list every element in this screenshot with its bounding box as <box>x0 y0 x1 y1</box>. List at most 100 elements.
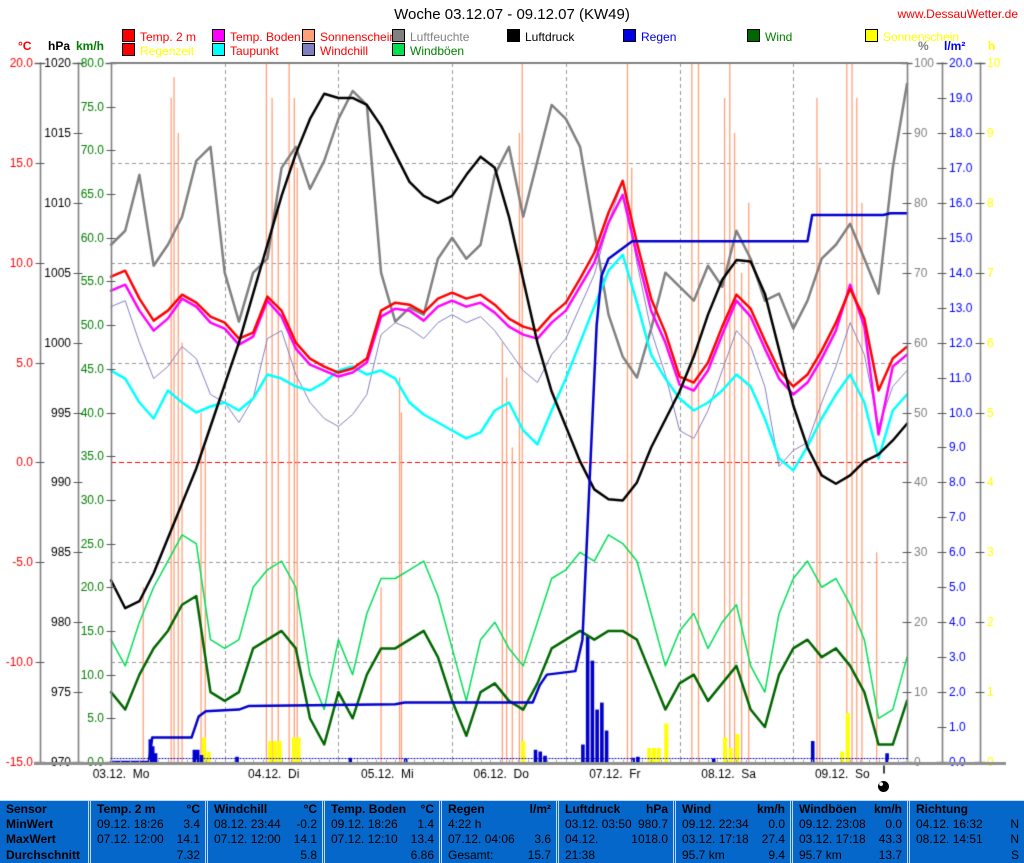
legend-item-luftdruck: Luftdruck <box>507 29 574 44</box>
table-col-richtung: Richtung 04.12. 16:32 N 08.12. 14:51 N S <box>907 801 1024 863</box>
legend-swatch-icon <box>865 29 878 42</box>
table-cell-value: 15.7 <box>527 847 551 862</box>
table-cell-row: 04.12. 16:32 N <box>916 817 1019 832</box>
table-cell-row: 4:22 h <box>448 817 551 832</box>
table-cell-text: 04.12. 16:32 <box>916 817 983 832</box>
table-cell-value: N <box>1010 832 1019 847</box>
legend-swatch-icon <box>122 29 135 42</box>
table-cell-text: 03.12. 17:18 <box>682 832 749 847</box>
table-cell-row: 6.86 <box>331 848 434 863</box>
table-cell-text: 95.7 km <box>799 847 842 862</box>
table-cell-row: Temp. 2 m °C <box>97 802 200 817</box>
axis-unit-c: °C <box>18 39 32 53</box>
table-cell-text: 03.12. 17:18 <box>799 832 866 847</box>
table-cell-text: 09.12. 18:26 <box>331 817 398 832</box>
table-cell-text: 4:22 h <box>448 817 482 832</box>
table-row-labels-column: Sensor MinWert MaxWert Durchschnitt <box>0 801 88 863</box>
weather-chart-canvas <box>0 0 1024 800</box>
table-cell-row: 5.8 <box>214 848 317 863</box>
table-cell-row: Wind km/h <box>682 802 785 817</box>
legend-item-wind: Wind <box>747 29 792 44</box>
axis-unit-hpa: hPa <box>48 39 71 53</box>
table-cell-text: 08.12. 14:51 <box>916 832 983 847</box>
legend-label: Temp. 2 m <box>140 30 197 44</box>
table-cell-text: 09.12. 18:26 <box>97 817 164 832</box>
table-cell-text: 09.12. 22:34 <box>682 817 749 832</box>
table-cell-text: Regen <box>448 802 485 816</box>
table-cell-text: Windchill <box>214 802 268 816</box>
table-cell-row: Gesamt: 15.7 <box>448 848 551 863</box>
table-cell-text: Luftdruck <box>565 802 621 816</box>
table-cell-value: 6.86 <box>410 847 434 862</box>
table-cell-row: 09.12. 22:34 0.0 <box>682 817 785 832</box>
table-cell-row: 07.12. 12:10 13.4 <box>331 832 434 847</box>
legend-swatch-icon <box>623 29 636 42</box>
legend-label: Temp. Boden <box>230 30 301 44</box>
table-cell-value: km/h <box>756 802 785 816</box>
table-col-wind: Wind km/h 09.12. 22:34 0.0 03.12. 17:18 27.4 9… <box>673 801 790 863</box>
table-cell-text: Gesamt: <box>448 847 494 862</box>
table-cell-row: Regen l/m² <box>448 802 551 817</box>
table-cell-value: 3.6 <box>534 832 551 847</box>
table-cell-value: km/h <box>873 802 902 816</box>
table-cell-value: 13.7 <box>878 847 902 862</box>
table-cell-text: 95.7 km <box>682 847 725 862</box>
table-cell-row: Windböen km/h <box>799 802 902 817</box>
moon-phase-icon <box>878 781 889 792</box>
table-cell-text: 07.12. 04:06 <box>448 832 515 847</box>
legend-swatch-icon <box>122 43 135 56</box>
axis-unit-l-m: l/m² <box>944 39 966 53</box>
table-cell-value: 1.4 <box>417 817 434 832</box>
table-cell-row: Temp. Boden °C <box>331 802 434 817</box>
table-cell-row: Windchill °C <box>214 802 317 817</box>
table-cell-row: 07.12. 12:00 14.1 <box>214 832 317 847</box>
table-cell-value: °C <box>186 802 200 816</box>
axis-unit-h: h <box>988 39 996 53</box>
table-row-label-maxwert: MaxWert <box>6 832 56 847</box>
table-cell-row: Richtung <box>916 802 1019 817</box>
table-cell-row: 09.12. 23:08 0.0 <box>799 817 902 832</box>
legend-item-regenzeit: Regenzeit <box>122 43 194 58</box>
legend-item-temp-boden: Temp. Boden <box>212 29 301 44</box>
table-cell-row: 09.12. 18:26 3.4 <box>97 817 200 832</box>
table-cell-value: 14.1 <box>176 832 200 847</box>
table-cell-row: 95.7 km 9.4 <box>682 848 785 863</box>
legend-item-sonnenschein: Sonnenschein <box>302 29 396 44</box>
legend-swatch-icon <box>302 29 315 42</box>
legend-item-windb-en: Windböen <box>392 43 465 58</box>
table-cell-value: 9.4 <box>768 847 785 862</box>
legend-item-regen: Regen <box>623 29 676 44</box>
legend-item-windchill: Windchill <box>302 43 369 58</box>
legend-label: Windböen <box>410 44 465 58</box>
legend-swatch-icon <box>302 43 315 56</box>
table-row-label-durchschnitt: Durchschnitt <box>6 847 81 862</box>
axis-unit-: % <box>918 39 929 53</box>
legend-label: Sonnenschein <box>883 30 960 44</box>
table-cell-value: °C <box>303 802 317 816</box>
table-cell-value: 1018.0 <box>631 832 668 847</box>
table-cell-row: 03.12. 17:18 27.4 <box>682 832 785 847</box>
legend-label: Windchill <box>320 44 369 58</box>
legend-label: Luftfeuchte <box>410 30 470 44</box>
table-col-temp-boden: Temp. Boden °C 09.12. 18:26 1.4 07.12. 12:10… <box>322 801 439 863</box>
table-cell-value: 980.7 <box>637 817 668 832</box>
legend-item-luftfeuchte: Luftfeuchte <box>392 29 470 44</box>
table-cell-row: 03.12. 03:50 980.7 <box>565 817 668 832</box>
table-cell-text: 09.12. 23:08 <box>799 817 866 832</box>
table-cell-row: 08.12. 23:44 -0.2 <box>214 817 317 832</box>
table-cell-row: S <box>916 848 1019 863</box>
table-cell-row: 95.7 km 13.7 <box>799 848 902 863</box>
table-row-label-minwert: MinWert <box>6 817 54 832</box>
legend-swatch-icon <box>212 29 225 42</box>
axis-unit-km-h: km/h <box>76 39 105 53</box>
table-cell-text: 03.12. 03:50 <box>565 817 632 832</box>
weather-stats-table: Sensor MinWert MaxWert Durchschnitt Temp. 2 … <box>0 800 1024 863</box>
table-cell-value: 0.0 <box>768 817 785 832</box>
legend-label: Taupunkt <box>230 44 279 58</box>
table-cell-row: 7.32 <box>97 848 200 863</box>
table-cell-value: S <box>1010 847 1019 862</box>
legend-item-taupunkt: Taupunkt <box>212 43 279 58</box>
table-row-label-sensor: Sensor <box>6 802 47 816</box>
table-cell-value: N <box>1010 817 1019 832</box>
